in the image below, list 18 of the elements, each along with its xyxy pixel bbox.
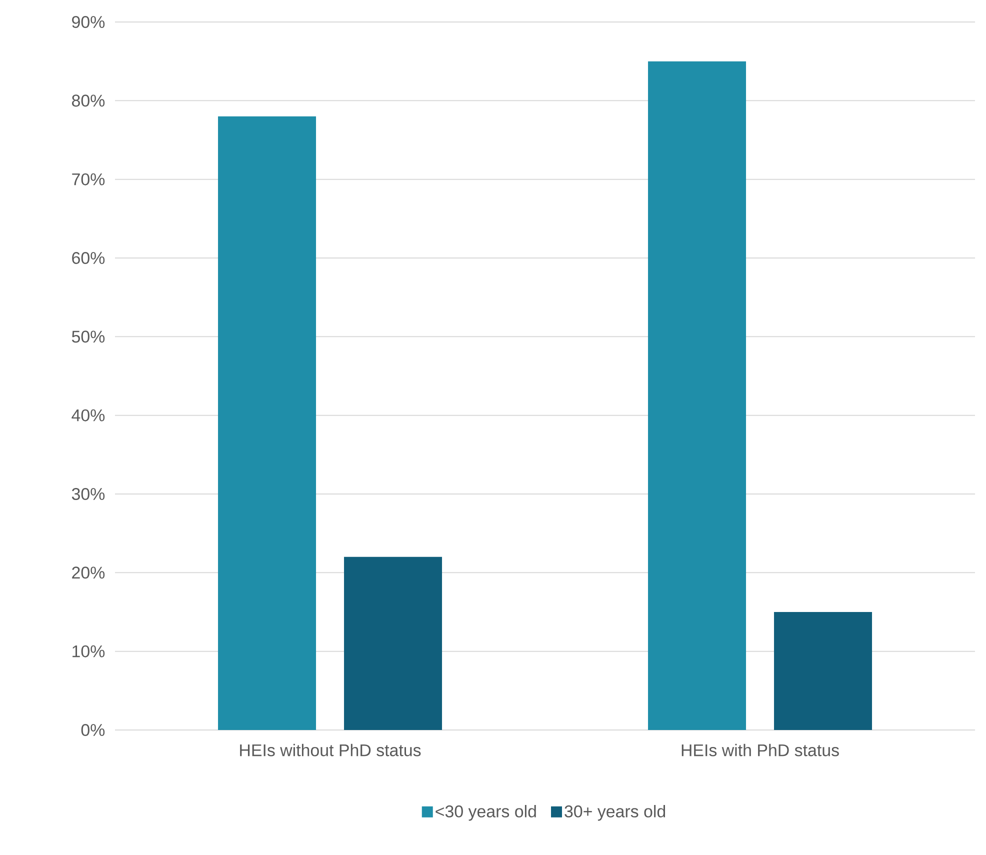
- y-tick-label: 10%: [72, 645, 105, 658]
- y-tick-label: 90%: [72, 16, 105, 28]
- bar: [218, 116, 316, 730]
- legend-label: <30 years old: [436, 804, 536, 821]
- y-tick-label: 20%: [72, 566, 105, 579]
- bar: [774, 612, 872, 730]
- y-tick-label: 30%: [72, 488, 105, 500]
- bar: [648, 61, 746, 730]
- legend-label: 30+ years old: [564, 804, 666, 821]
- y-tick-label: 0%: [81, 724, 105, 736]
- y-tick-label: 80%: [72, 94, 105, 107]
- x-tick-label: HEIs with PhD status: [682, 744, 839, 756]
- y-tick-label: 40%: [72, 409, 105, 422]
- bar: [344, 556, 442, 730]
- y-tick-label: 50%: [72, 330, 105, 343]
- x-tick-label: HEIs without PhD status: [240, 744, 421, 756]
- y-tick-label: 70%: [72, 173, 105, 186]
- y-tick-label: 60%: [72, 252, 105, 264]
